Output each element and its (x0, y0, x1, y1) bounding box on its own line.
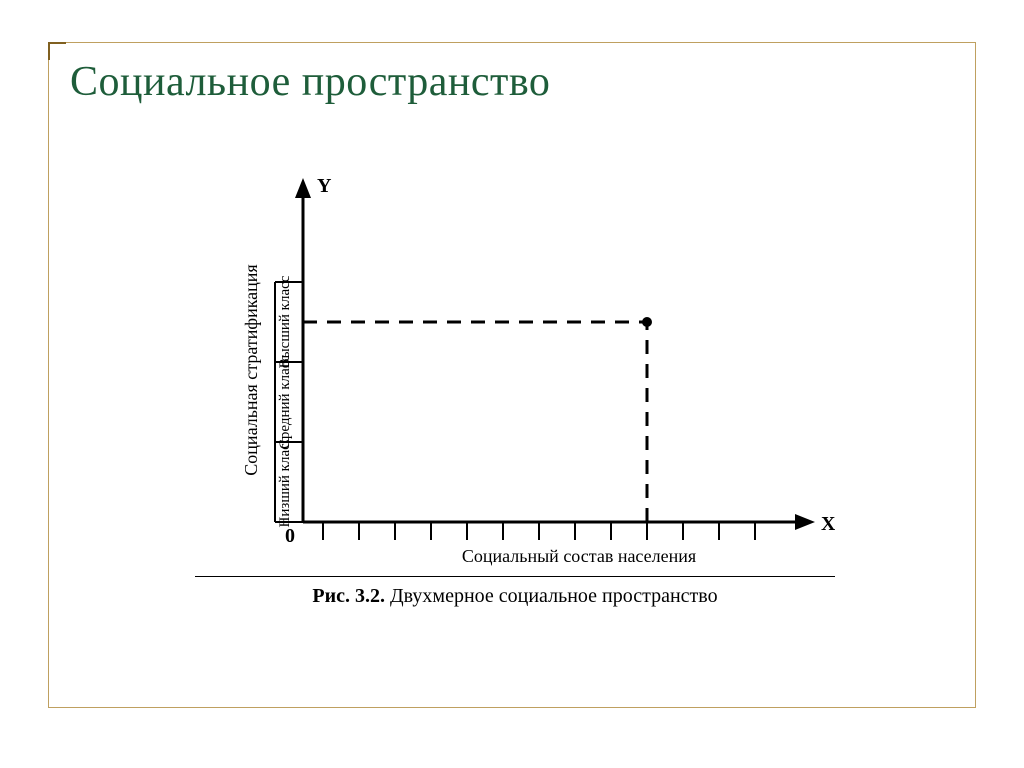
title-corner-decoration (48, 42, 66, 60)
svg-text:X: X (821, 513, 835, 535)
slide-title: Социальное пространство (70, 58, 550, 106)
svg-text:Y: Y (317, 175, 332, 197)
caption-text: Двухмерное социальное пространство (390, 585, 718, 607)
caption-rule (195, 576, 835, 577)
svg-text:Социальная стратификация: Социальная стратификация (241, 264, 261, 475)
caption-prefix: Рис. 3.2. (312, 585, 385, 607)
svg-text:Социальный состав населения: Социальный состав населения (462, 546, 696, 566)
figure-caption: Рис. 3.2. Двухмерное социальное простран… (195, 585, 835, 608)
chart-container: YX0Социальный состав населенияНизший кла… (195, 170, 835, 640)
svg-text:Высший класс: Высший класс (277, 275, 293, 368)
social-space-diagram: YX0Социальный состав населенияНизший кла… (195, 170, 835, 570)
